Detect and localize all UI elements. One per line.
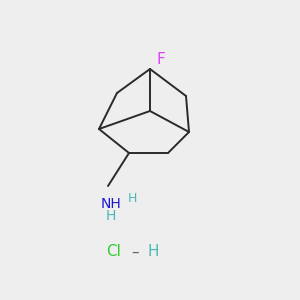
Text: H: H: [127, 191, 137, 205]
Text: Cl: Cl: [106, 244, 122, 260]
Text: –: –: [131, 244, 139, 260]
Text: H: H: [106, 209, 116, 223]
Text: F: F: [156, 52, 165, 67]
Text: NH: NH: [100, 197, 122, 211]
Text: H: H: [147, 244, 159, 260]
